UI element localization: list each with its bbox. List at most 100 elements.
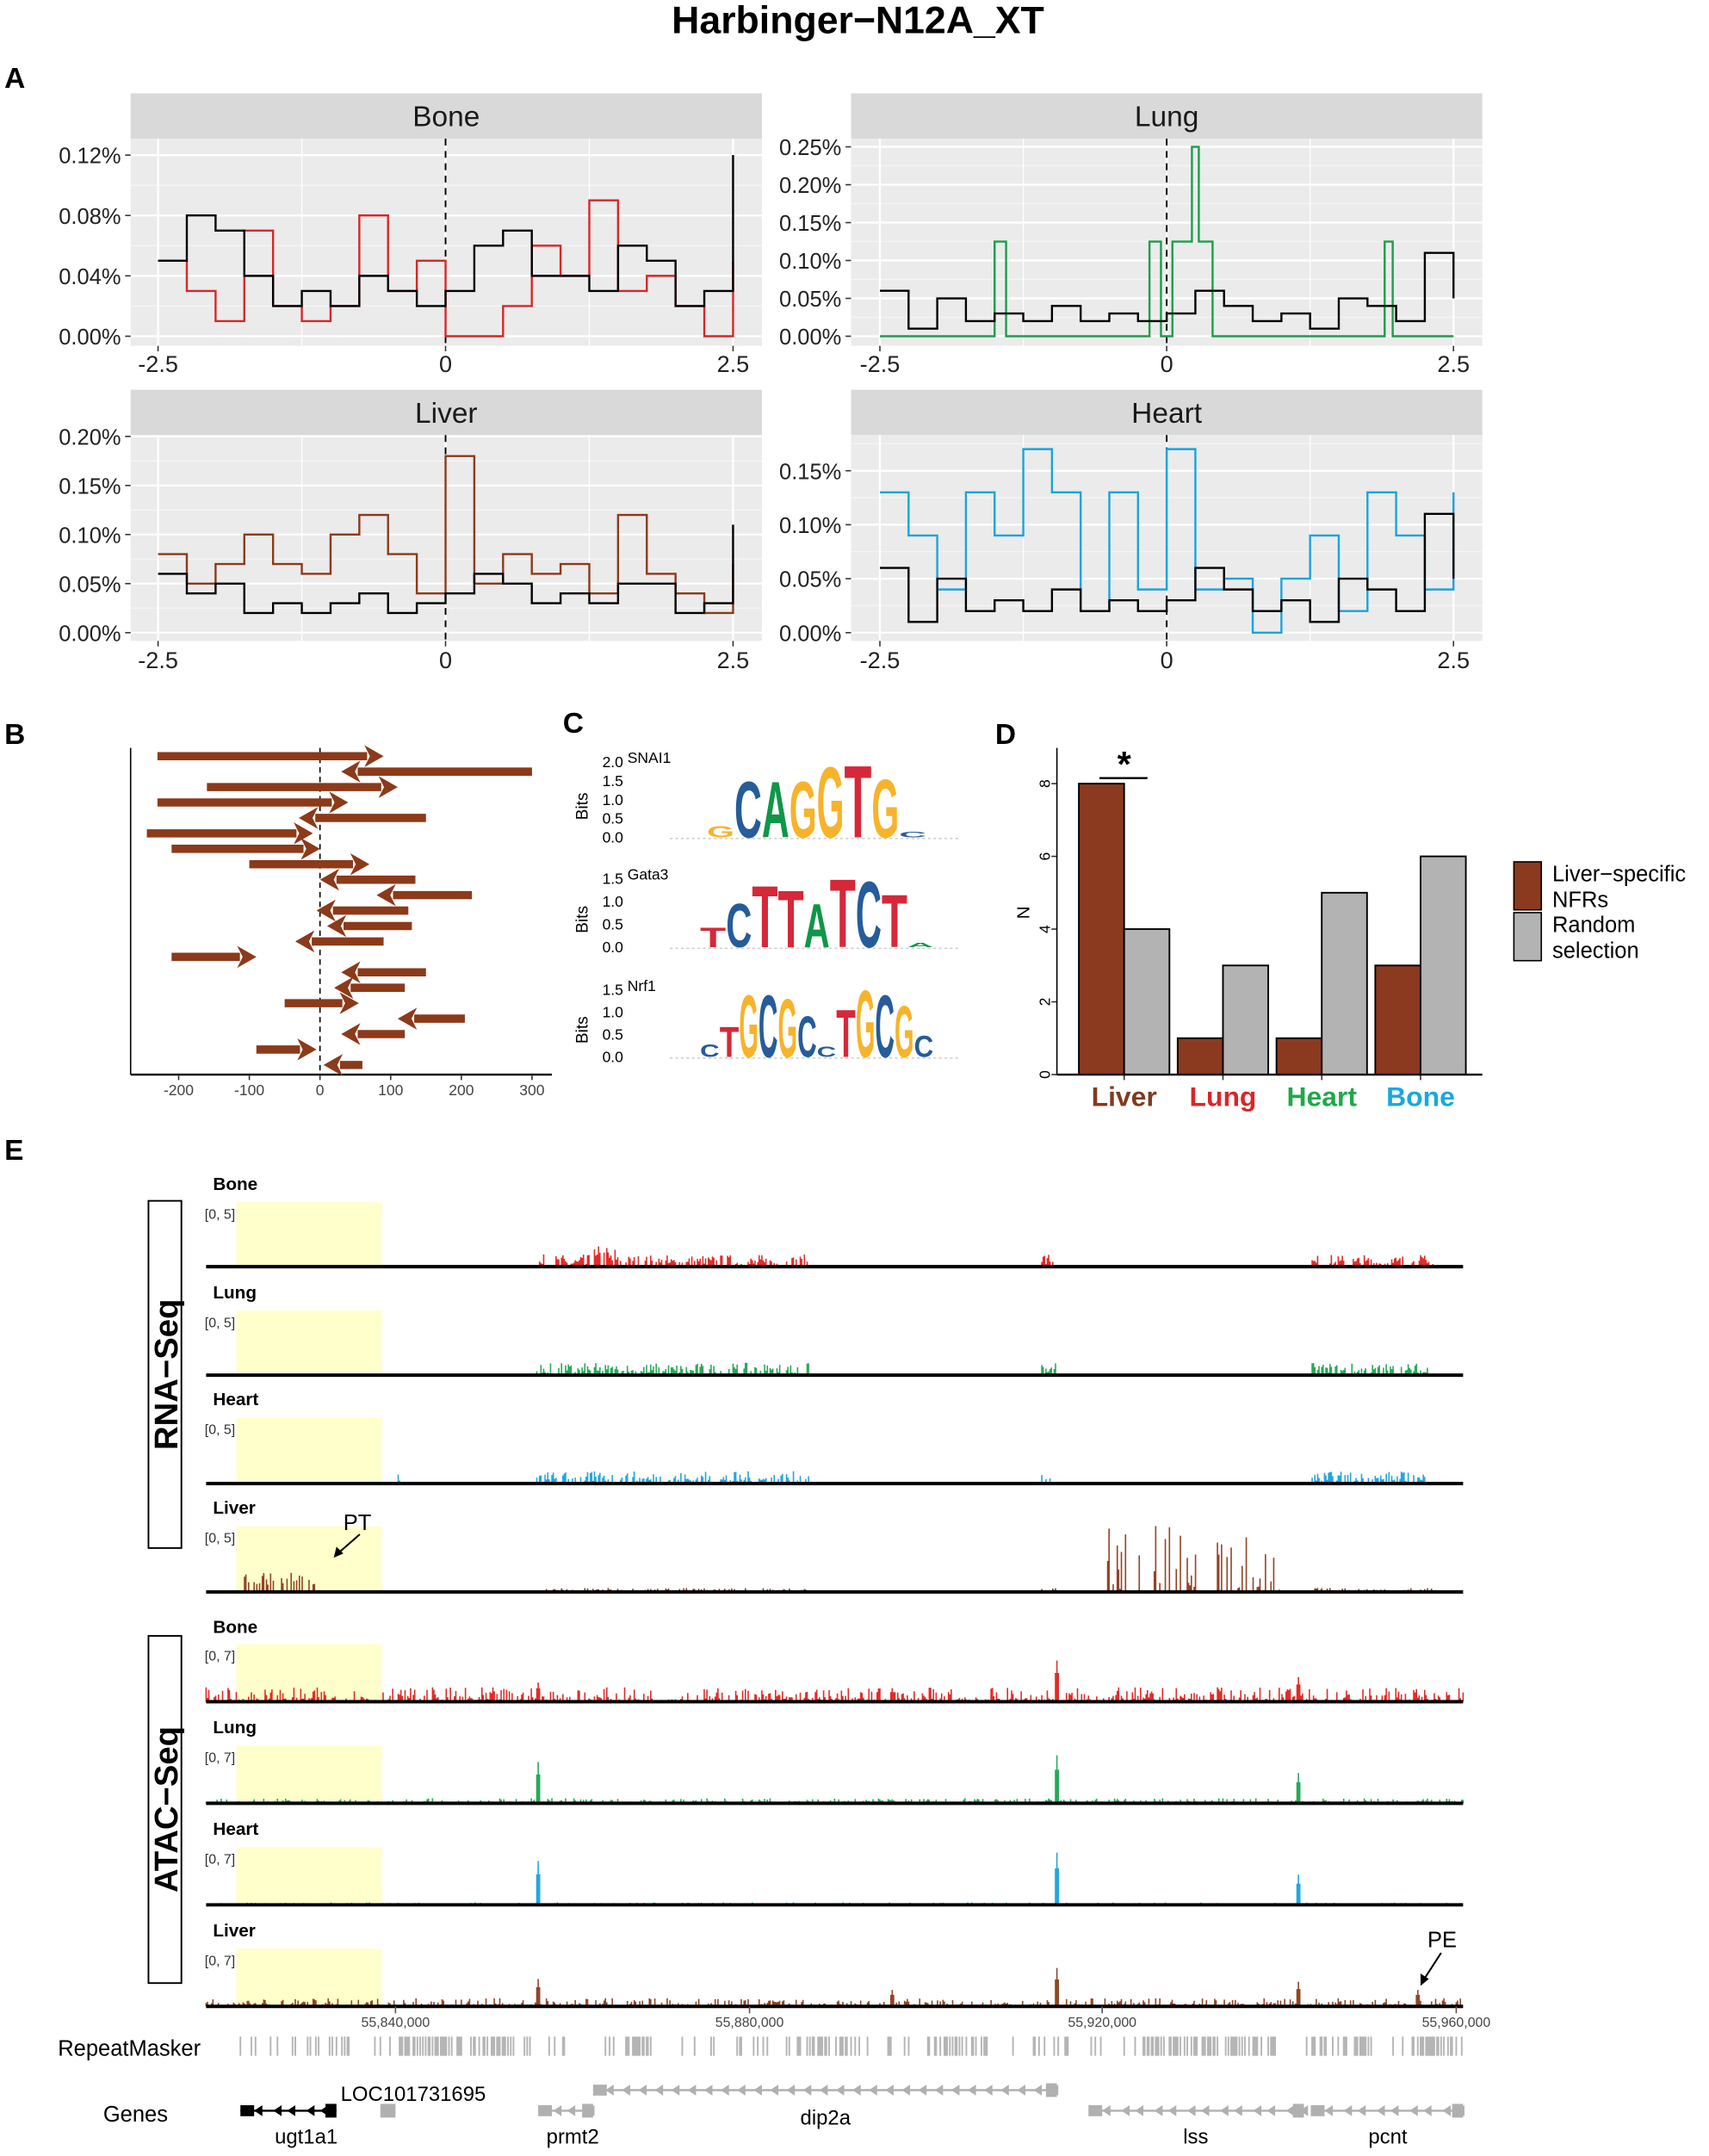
logo-letter: T xyxy=(830,859,856,969)
signal-bars xyxy=(205,1755,1464,1804)
track-rna-lung: Lung [0, 5] xyxy=(205,1283,1464,1378)
exon-marker xyxy=(605,2085,614,2096)
track-range: [0, 7] xyxy=(205,1853,235,1868)
logo-letter: T xyxy=(778,873,804,964)
y-tick-label: 0.5 xyxy=(603,916,623,933)
track-range: [0, 7] xyxy=(205,1650,235,1664)
highlight-region xyxy=(236,1847,382,1905)
track-range: [0, 5] xyxy=(205,1207,235,1222)
exon-marker xyxy=(687,2085,697,2096)
bar-bone-nfr xyxy=(1374,964,1421,1075)
exon-marker xyxy=(1376,2105,1385,2116)
legend-swatch xyxy=(1513,861,1543,911)
exon-marker xyxy=(273,2105,282,2116)
facet-strip-label: Lung xyxy=(1135,102,1198,133)
logo-letter: G xyxy=(895,990,914,1072)
arrow-head xyxy=(378,776,398,798)
exon-marker xyxy=(1033,2085,1043,2096)
arrow-head xyxy=(376,883,396,907)
logo-letter: T xyxy=(752,868,777,965)
bar-lung-random xyxy=(1222,964,1270,1075)
track-range: [0, 7] xyxy=(205,1954,235,1968)
highlight-region xyxy=(236,1202,382,1267)
gene-label: prmt2 xyxy=(547,2126,599,2149)
y-tick-label: 0.05% xyxy=(779,568,841,592)
facet-liver: Liver 0.00% 0.05% 0.10% 0.15% 0.20% -2.5 0 2.5 xyxy=(59,389,762,673)
motif-name: SNAI1 xyxy=(628,749,672,766)
facet-strip-label: Bone xyxy=(412,102,480,133)
legend-label: NFRs xyxy=(1552,889,1608,913)
exon-marker xyxy=(737,2085,746,2096)
exon xyxy=(592,2085,607,2096)
logo-letter: C xyxy=(875,977,895,1076)
arrow-head xyxy=(326,914,347,938)
x-tick-label: 2.5 xyxy=(717,647,750,673)
signal-bars xyxy=(536,1362,1428,1376)
signal-bars xyxy=(397,1471,1426,1484)
arrow-head xyxy=(237,945,257,969)
repeatmasker-track xyxy=(239,2036,1463,2056)
exon-marker xyxy=(770,2085,779,2096)
track-label: Heart xyxy=(213,1819,258,1839)
arrow-head xyxy=(297,1038,317,1061)
group-label: RNA−Seq xyxy=(148,1299,185,1450)
series-line-background xyxy=(879,251,1455,330)
exon-marker xyxy=(287,2105,295,2116)
facet-strip xyxy=(130,389,762,436)
y-tick-label: 6 xyxy=(1037,852,1054,861)
y-tick-label: 8 xyxy=(1037,779,1054,788)
exon-marker xyxy=(1135,2105,1144,2116)
arrow-head xyxy=(294,930,315,953)
bar-liver-random xyxy=(1123,928,1171,1075)
exon-marker xyxy=(753,2085,762,2096)
significance-star: * xyxy=(1118,744,1132,784)
exon-marker xyxy=(1234,2105,1242,2116)
y-tick-label: 0.10% xyxy=(59,524,121,548)
y-tick-label: 2 xyxy=(1037,998,1054,1007)
category-label-lung: Lung xyxy=(1190,1081,1257,1112)
arrow-head xyxy=(341,961,361,984)
arrow-head xyxy=(341,760,361,783)
x-tick-label: -2.5 xyxy=(860,350,901,377)
signal-bars xyxy=(205,1660,1464,1702)
gene-label: ugt1a1 xyxy=(275,2126,337,2149)
facet-heart: Heart 0.00% 0.05% 0.10% 0.15% -2.5 0 2.5 xyxy=(779,389,1483,673)
panel-label-b: B xyxy=(4,719,25,751)
exon-marker xyxy=(671,2085,680,2096)
y-tick-label: 1.5 xyxy=(603,982,623,999)
y-tick-label: 0.25% xyxy=(779,136,841,160)
y-tick-label: 1.5 xyxy=(603,772,623,790)
track-atac-bone: Bone [0, 7] xyxy=(205,1618,1464,1704)
series-line-background xyxy=(158,155,734,307)
logo-letter: A xyxy=(907,941,934,948)
exon-marker xyxy=(819,2085,828,2096)
logo-letter: T xyxy=(882,878,907,963)
exon-marker xyxy=(1121,2105,1130,2116)
genome-tick-label: 55,880,000 xyxy=(715,2016,784,2030)
gene-label: dip2a xyxy=(801,2106,851,2129)
facet-strip xyxy=(851,93,1483,139)
y-tick-label: 2.0 xyxy=(603,753,624,771)
x-tick-label: -2.5 xyxy=(138,647,178,673)
logo-letter: C xyxy=(914,1030,934,1064)
facet-strip-label: Liver xyxy=(415,398,478,430)
annotation-pe: PE xyxy=(1427,1929,1457,1953)
gene-label: lss xyxy=(1183,2126,1208,2149)
exon xyxy=(538,2105,553,2116)
logo-letter: G xyxy=(817,747,845,859)
track-label: Bone xyxy=(213,1174,257,1194)
y-tick-label: 0.20% xyxy=(779,174,841,198)
bar-heart-random xyxy=(1321,891,1368,1075)
y-tick-label: 1.5 xyxy=(603,870,623,887)
logo-letter: A xyxy=(762,765,789,854)
y-axis-label: Bits xyxy=(573,792,591,820)
bar-lung-nfr xyxy=(1176,1037,1224,1075)
y-tick-label: 0.15% xyxy=(779,460,841,484)
genes-label: Genes xyxy=(103,2103,168,2127)
arrow-head xyxy=(294,822,313,845)
figure-title: Harbinger−N12A_XT xyxy=(672,0,1044,41)
exon-marker xyxy=(1102,2105,1111,2116)
annotation-pt: PT xyxy=(344,1511,372,1535)
